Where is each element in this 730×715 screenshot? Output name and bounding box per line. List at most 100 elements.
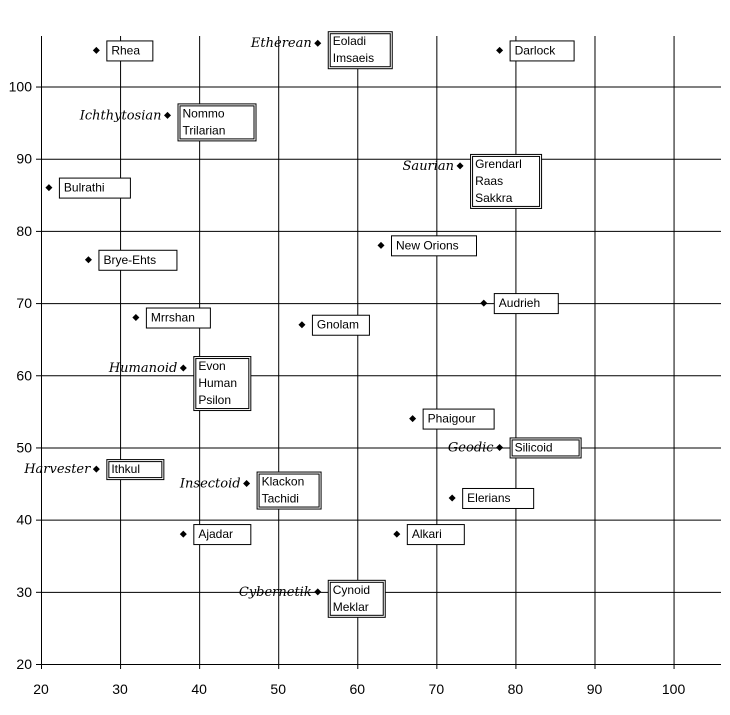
label-box-grendarl: Grendarl Raas Sakkra: [470, 153, 543, 209]
group-label-insectoid: Insectoid: [179, 477, 241, 492]
point-nommo: [164, 111, 172, 119]
point-label-cynoid: Cynoid: [333, 583, 370, 597]
point-label-silicoid: Silicoid: [515, 440, 553, 454]
point-label-alkari: Alkari: [412, 527, 442, 541]
label-box-nommo: Nommo Trilarian: [177, 103, 257, 142]
label-box-klackon: Klackon Tachidi: [256, 471, 322, 510]
point-elerians: [448, 494, 456, 502]
point-label-audrieh: Audrieh: [499, 296, 540, 310]
label-box-cynoid: Cynoid Meklar: [327, 579, 386, 618]
point-label-darlock: Darlock: [515, 43, 557, 57]
group-label-harvester: Harvester: [23, 462, 91, 477]
data-points: [45, 39, 504, 596]
y-tick-label-40: 40: [16, 512, 32, 528]
group-label-cybernetik: Cybernetik: [239, 585, 312, 600]
point-grendarl: [456, 162, 464, 170]
y-tick-label-100: 100: [9, 79, 33, 95]
point-label-imsaeis: Imsaeis: [333, 51, 374, 65]
label-box-eoladi: Eoladi Imsaeis: [327, 31, 393, 70]
x-tick-label-80: 80: [508, 681, 524, 697]
label-box-phaigour: Phaigour: [422, 408, 495, 430]
group-label-geodic: Geodic: [448, 440, 494, 455]
label-box-evon: Evon Human Psilon: [193, 356, 252, 412]
y-tick-label-20: 20: [16, 656, 32, 672]
label-box-rhea: Rhea: [106, 40, 154, 62]
point-label-brye-ehts: Brye-Ehts: [103, 253, 156, 267]
point-ithkul: [92, 465, 100, 473]
x-tick-label-60: 60: [349, 681, 365, 697]
point-new-orions: [377, 241, 385, 249]
x-tick-label-30: 30: [112, 681, 128, 697]
group-label-etherean: Etherean: [250, 36, 312, 51]
point-darlock: [496, 46, 504, 54]
label-box-audrieh: Audrieh: [493, 293, 559, 315]
point-label-tachidi: Tachidi: [262, 492, 299, 506]
point-brye-ehts: [84, 256, 92, 264]
label-box-gnolam: Gnolam: [311, 314, 370, 336]
grid: [41, 36, 721, 664]
point-phaigour: [409, 415, 417, 423]
point-label-ithkul: Ithkul: [111, 462, 140, 476]
label-box-ithkul: Ithkul: [106, 459, 165, 481]
point-evon: [179, 364, 187, 372]
point-label-ajadar: Ajadar: [198, 527, 233, 541]
point-label-mrrshan: Mrrshan: [151, 311, 195, 325]
y-tick-label-50: 50: [16, 439, 32, 455]
label-box-mrrshan: Mrrshan: [145, 307, 211, 329]
point-label-phaigour: Phaigour: [428, 412, 476, 426]
x-tick-label-100: 100: [662, 681, 686, 697]
point-label-sakkra: Sakkra: [475, 191, 513, 205]
point-ajadar: [179, 530, 187, 538]
point-label-elerians: Elerians: [467, 491, 510, 505]
point-alkari: [393, 530, 401, 538]
point-bulrathi: [45, 184, 53, 192]
point-labels: Rhea Eoladi Imsaeis Darlock Nommo Trilarian Gr…: [58, 31, 582, 618]
label-box-ajadar: Ajadar: [193, 524, 252, 546]
point-cynoid: [314, 588, 322, 596]
group-label-saurian: Saurian: [403, 159, 455, 174]
point-label-raas: Raas: [475, 174, 503, 188]
point-klackon: [243, 480, 251, 488]
axes: [36, 36, 721, 669]
label-box-darlock: Darlock: [509, 40, 575, 62]
group-label-humanoid: Humanoid: [108, 361, 177, 376]
y-tick-label-30: 30: [16, 584, 32, 600]
y-tick-label-80: 80: [16, 223, 32, 239]
x-tick-label-20: 20: [33, 681, 49, 697]
y-tick-label-90: 90: [16, 151, 32, 167]
point-label-klackon: Klackon: [262, 475, 305, 489]
label-box-silicoid: Silicoid: [509, 437, 582, 459]
point-label-psilon: Psilon: [198, 393, 231, 407]
point-label-trilarian: Trilarian: [183, 123, 226, 137]
point-label-nommo: Nommo: [183, 106, 225, 120]
label-box-alkari: Alkari: [406, 524, 465, 546]
label-box-elerians: Elerians: [462, 487, 535, 509]
point-rhea: [92, 46, 100, 54]
point-eoladi: [314, 39, 322, 47]
point-label-bulrathi: Bulrathi: [64, 181, 105, 195]
label-box-new-orions: New Orions: [391, 235, 477, 257]
y-tick-label-70: 70: [16, 295, 32, 311]
x-tick-label-70: 70: [429, 681, 445, 697]
point-mrrshan: [132, 314, 140, 322]
x-tick-label-50: 50: [270, 681, 286, 697]
point-label-eoladi: Eoladi: [333, 34, 366, 48]
point-gnolam: [298, 321, 306, 329]
x-tick-label-40: 40: [191, 681, 207, 697]
point-label-human: Human: [198, 376, 237, 390]
group-labels: Etherean Ichthytosian Saurian Humanoid Geodi…: [23, 36, 494, 600]
point-label-evon: Evon: [198, 359, 225, 373]
point-label-rhea: Rhea: [111, 43, 140, 57]
point-label-new-orions: New Orions: [396, 238, 459, 252]
group-label-ichthytosian: Ichthytosian: [79, 108, 162, 123]
tick-labels: 20 30 40 50 60 70 80 90 100 20 30 40 50 60 70 80 90 100: [9, 79, 686, 697]
y-tick-label-60: 60: [16, 367, 32, 383]
point-label-grendarl: Grendarl: [475, 157, 522, 171]
point-label-meklar: Meklar: [333, 600, 369, 614]
x-tick-label-90: 90: [587, 681, 603, 697]
point-audrieh: [480, 299, 488, 307]
label-box-brye-ehts: Brye-Ehts: [98, 249, 178, 271]
label-box-bulrathi: Bulrathi: [58, 177, 131, 199]
point-label-gnolam: Gnolam: [317, 318, 359, 332]
